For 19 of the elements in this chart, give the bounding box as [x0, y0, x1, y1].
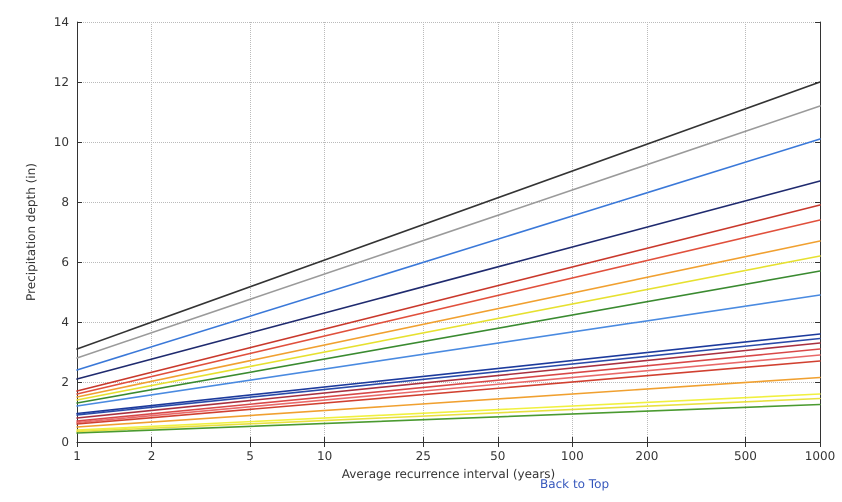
x-tick-label: 500	[734, 449, 757, 463]
y-axis-title: Precipitation depth (in)	[24, 163, 38, 301]
y-tick-label: 4	[61, 315, 69, 329]
y-tick-label: 10	[54, 135, 69, 149]
y-tick-label: 6	[61, 255, 69, 269]
x-tick-label: 1000	[804, 449, 836, 463]
x-tick-label: 100	[560, 449, 584, 463]
y-tick-label: 2	[61, 375, 69, 389]
x-tick-label: 10	[317, 449, 332, 463]
y-tick-label: 0	[61, 435, 69, 449]
x-tick-label: 2	[148, 449, 156, 463]
x-tick-label: 1	[73, 449, 81, 463]
y-tick-label: 12	[54, 75, 69, 89]
x-tick-label: 200	[635, 449, 658, 463]
x-tick-label: 25	[416, 449, 431, 463]
y-tick-label: 14	[54, 15, 69, 29]
x-tick-label: 50	[490, 449, 506, 463]
x-tick-label: 5	[246, 449, 254, 463]
y-tick-label: 8	[61, 195, 69, 209]
